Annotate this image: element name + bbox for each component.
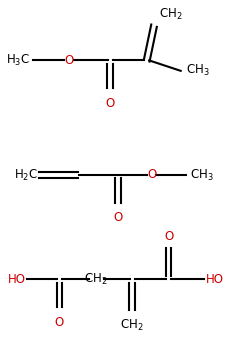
Text: O: O [64,54,74,67]
Text: O: O [147,168,156,182]
Text: CH$_3$: CH$_3$ [190,167,214,183]
Text: O: O [106,97,115,110]
Text: CH$_2$: CH$_2$ [159,7,182,22]
Text: CH$_2$: CH$_2$ [120,318,144,333]
Text: CH$_3$: CH$_3$ [186,63,209,78]
Text: O: O [164,230,173,243]
Text: H$_3$C: H$_3$C [6,53,30,68]
Text: O: O [55,316,64,329]
Text: O: O [113,211,122,224]
Text: HO: HO [206,273,224,286]
Text: CH$_2$: CH$_2$ [84,272,108,287]
Text: HO: HO [8,273,26,286]
Text: H$_2$C: H$_2$C [14,167,38,183]
